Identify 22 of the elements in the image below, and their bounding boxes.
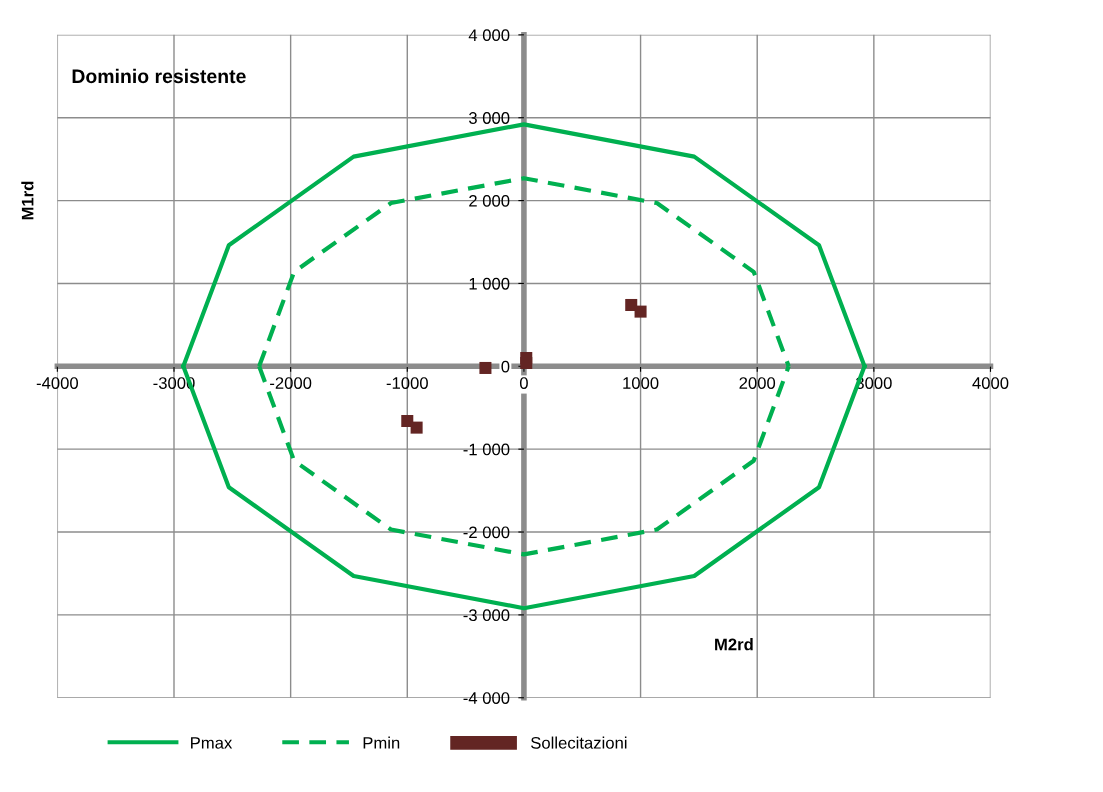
legend-label: Pmin bbox=[363, 736, 400, 749]
legend-label: Pmax bbox=[191, 737, 233, 749]
y-tick-label: -2 000 bbox=[463, 526, 510, 539]
legend-label: Sollecitazioni bbox=[531, 736, 627, 749]
y-tick-label: 2 000 bbox=[469, 194, 510, 207]
y-tick-label: -3 000 bbox=[463, 609, 510, 622]
y-axis-title: M1rd bbox=[21, 181, 34, 220]
x-tick-label: 4000 bbox=[972, 377, 1009, 389]
y-tick-label: 0 bbox=[501, 360, 510, 373]
x-tick-label: -1000 bbox=[386, 377, 428, 389]
x-axis-title: M2rd bbox=[715, 638, 753, 651]
x-tick-label: -2000 bbox=[270, 377, 312, 389]
x-tick-label: -4000 bbox=[36, 377, 79, 389]
x-tick-label: 1000 bbox=[623, 377, 659, 389]
y-tick-label: 3 000 bbox=[468, 112, 510, 124]
x-tick-label: 2000 bbox=[739, 377, 776, 389]
text: Dominio resistente bbox=[72, 68, 246, 84]
x-tick-label: 0 bbox=[519, 377, 528, 389]
y-tick-label: 1 000 bbox=[469, 277, 510, 290]
y-tick-label: 4 000 bbox=[468, 29, 510, 42]
y-tick-label: -4 000 bbox=[463, 692, 510, 704]
y-tick-label: -1 000 bbox=[463, 443, 510, 456]
